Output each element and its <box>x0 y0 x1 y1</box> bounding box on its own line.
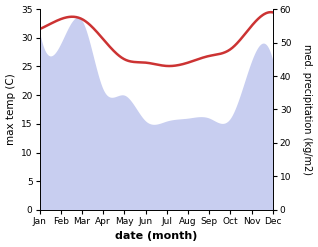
Y-axis label: max temp (C): max temp (C) <box>5 74 16 145</box>
Y-axis label: med. precipitation (kg/m2): med. precipitation (kg/m2) <box>302 44 313 175</box>
X-axis label: date (month): date (month) <box>115 231 197 242</box>
